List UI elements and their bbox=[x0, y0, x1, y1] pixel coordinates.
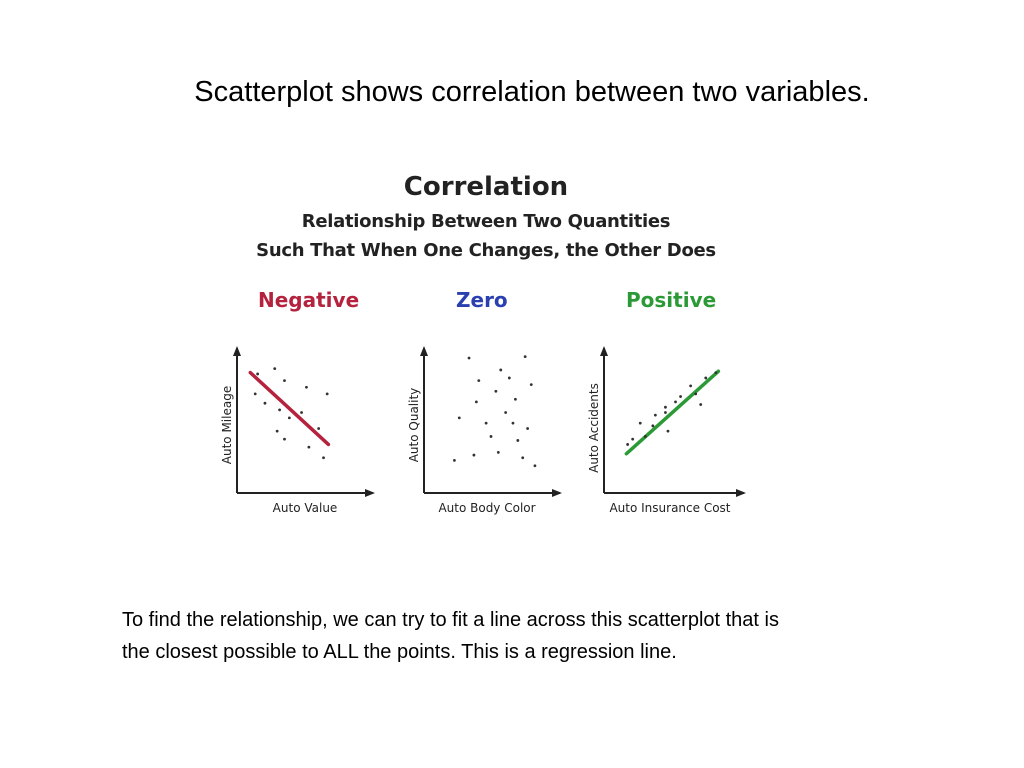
panel-title-negative: Negative bbox=[258, 288, 360, 312]
y-axis-arrow-positive bbox=[600, 346, 608, 356]
x-axis-arrow-zero bbox=[552, 489, 562, 497]
data-point-zero bbox=[516, 439, 520, 442]
data-point-zero bbox=[496, 451, 500, 454]
data-point-negative bbox=[263, 401, 267, 405]
data-point-zero bbox=[494, 389, 498, 393]
data-point-zero bbox=[477, 379, 481, 382]
caption-line-2: the closest possible to ALL the points. … bbox=[122, 641, 677, 663]
data-point-positive bbox=[626, 443, 630, 446]
panel-title-positive: Positive bbox=[626, 288, 717, 312]
x-axis-label-positive: Auto Insurance Cost bbox=[609, 501, 730, 515]
data-point-zero bbox=[533, 464, 537, 468]
data-point-zero bbox=[499, 368, 503, 372]
data-point-positive bbox=[653, 413, 657, 417]
data-point-zero bbox=[526, 427, 529, 430]
y-axis-label-positive: Auto Accidents bbox=[587, 383, 601, 473]
data-point-positive bbox=[689, 384, 693, 388]
data-point-positive bbox=[666, 429, 670, 433]
data-point-positive bbox=[651, 424, 655, 428]
data-point-zero bbox=[514, 397, 517, 401]
x-axis-label-negative: Auto Value bbox=[273, 501, 338, 515]
figure-subtitle-line-2: Such That When One Changes, the Other Do… bbox=[256, 240, 716, 261]
y-axis-label-negative: Auto Mileage bbox=[220, 386, 234, 464]
x-axis-label-zero: Auto Body Color bbox=[438, 501, 535, 515]
x-axis-arrow-positive bbox=[736, 489, 746, 497]
figure-subtitle-line-1: Relationship Between Two Quantities bbox=[301, 211, 671, 232]
data-point-negative bbox=[253, 392, 257, 396]
data-point-positive bbox=[638, 421, 642, 425]
y-axis-arrow-zero bbox=[420, 346, 428, 356]
data-point-zero bbox=[511, 421, 515, 425]
data-point-zero bbox=[453, 459, 456, 462]
data-point-negative bbox=[256, 372, 260, 376]
data-point-zero bbox=[504, 411, 508, 414]
data-point-positive bbox=[674, 400, 677, 404]
data-point-positive bbox=[643, 435, 647, 438]
data-point-negative bbox=[307, 445, 311, 449]
regression-line-positive bbox=[624, 369, 721, 456]
data-point-negative bbox=[305, 385, 308, 389]
data-point-positive bbox=[664, 411, 667, 414]
data-point-negative bbox=[283, 379, 286, 382]
data-point-positive bbox=[679, 395, 682, 398]
figure-title: Correlation bbox=[403, 172, 569, 202]
scatter-panel-zero: Auto Body Color Auto Quality bbox=[407, 346, 562, 515]
regression-line-negative bbox=[248, 370, 331, 447]
data-point-positive bbox=[631, 437, 635, 441]
scatter-panel-positive: Auto Insurance Cost Auto Accidents bbox=[587, 346, 746, 515]
x-axis-arrow-negative bbox=[365, 489, 375, 497]
data-point-zero bbox=[472, 453, 476, 457]
data-point-negative bbox=[273, 367, 277, 371]
data-point-negative bbox=[300, 411, 303, 414]
y-axis-label-zero: Auto Quality bbox=[407, 388, 421, 463]
caption-line-1: To find the relationship, we can try to … bbox=[122, 609, 779, 631]
data-point-positive bbox=[694, 392, 698, 396]
data-point-zero bbox=[467, 356, 471, 360]
data-point-zero bbox=[457, 416, 461, 420]
data-point-zero bbox=[507, 376, 511, 380]
data-point-positive bbox=[664, 405, 667, 409]
data-point-negative bbox=[317, 427, 321, 430]
data-point-negative bbox=[275, 429, 279, 433]
scatter-panel-negative: Auto Value Auto Mileage bbox=[220, 346, 375, 515]
data-point-zero bbox=[523, 355, 527, 359]
slide-title: Scatterplot shows correlation between tw… bbox=[194, 76, 870, 108]
data-point-zero bbox=[529, 383, 533, 386]
caption: To find the relationship, we can try to … bbox=[122, 604, 922, 668]
data-point-positive bbox=[714, 371, 718, 375]
y-axis-arrow-negative bbox=[233, 346, 241, 356]
data-point-zero bbox=[489, 435, 493, 438]
data-point-positive bbox=[704, 376, 708, 380]
panel-title-zero: Zero bbox=[456, 288, 508, 312]
data-point-negative bbox=[278, 408, 281, 412]
data-point-positive bbox=[699, 403, 703, 406]
data-point-negative bbox=[287, 416, 291, 420]
data-point-zero bbox=[521, 456, 525, 460]
data-point-negative bbox=[325, 392, 329, 396]
data-point-negative bbox=[322, 456, 325, 460]
data-point-negative bbox=[283, 437, 286, 441]
data-point-zero bbox=[484, 421, 488, 425]
data-point-zero bbox=[474, 400, 478, 404]
